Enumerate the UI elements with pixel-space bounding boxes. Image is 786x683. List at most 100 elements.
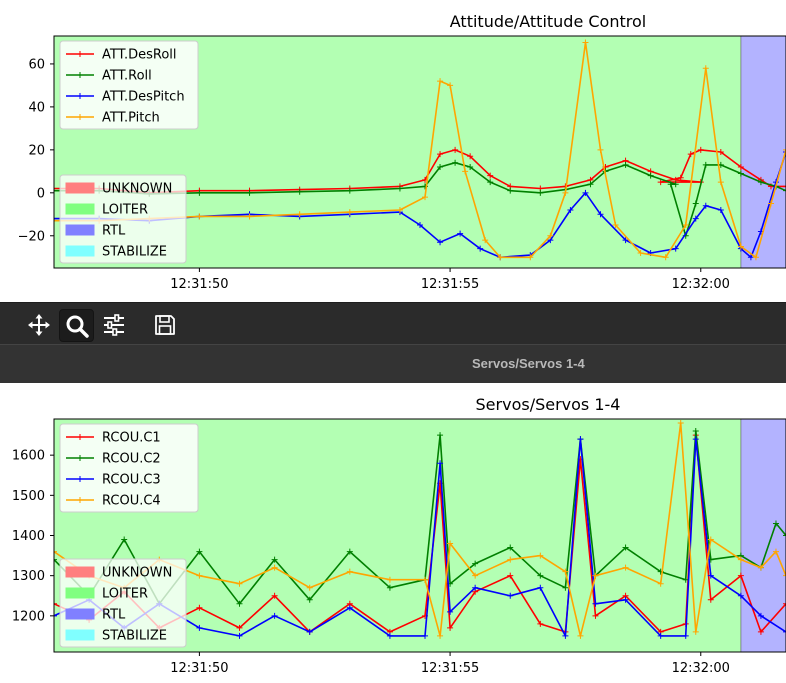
data-point	[236, 600, 243, 607]
data-point	[296, 211, 303, 218]
attitude-figure: Attitude/Attitude Control −20 0 20 40 60 12:31…	[0, 0, 786, 302]
x-tick-label: 12:31:55	[421, 277, 479, 292]
data-point	[346, 548, 353, 555]
mode-label: STABILIZE	[102, 245, 167, 260]
mode-label: LOITER	[102, 203, 148, 218]
data-point	[737, 164, 744, 171]
mode-swatch	[65, 224, 95, 236]
y-tick-label: −20	[18, 229, 45, 244]
data-point	[437, 632, 444, 639]
y-tick-label: 1300	[12, 569, 45, 584]
data-point	[757, 628, 764, 635]
data-point	[592, 572, 599, 579]
zoom-button[interactable]	[59, 309, 94, 342]
data-point	[692, 628, 699, 635]
data-point	[692, 200, 699, 207]
data-point	[196, 213, 203, 220]
data-point	[537, 189, 544, 196]
legend-label: RCOU.C2	[102, 452, 161, 467]
x-tick-label: 12:32:00	[672, 277, 730, 292]
data-point	[687, 151, 694, 158]
data-point	[682, 632, 689, 639]
data-point	[437, 151, 444, 158]
legend-label: ATT.Pitch	[102, 111, 160, 126]
data-point	[306, 584, 313, 591]
mode-swatch	[65, 203, 95, 215]
data-point	[717, 149, 724, 155]
data-point	[582, 39, 589, 46]
configure-button[interactable]	[97, 309, 131, 341]
data-point	[637, 249, 644, 256]
x-tick-label: 12:32:00	[672, 661, 730, 676]
subwindow-titlebar[interactable]: Servos/Servos 1-4	[0, 344, 786, 383]
data-point	[472, 560, 479, 567]
data-point	[54, 548, 57, 555]
x-tick-label: 12:31:50	[170, 277, 228, 292]
data-point	[747, 254, 754, 261]
data-point	[54, 215, 57, 222]
data-point	[507, 556, 514, 563]
data-point	[677, 174, 684, 181]
data-point	[306, 596, 313, 603]
data-point	[672, 245, 679, 252]
chart-title: Servos/Servos 1-4	[476, 395, 621, 414]
zoom-icon	[66, 315, 89, 338]
data-point	[767, 200, 774, 207]
data-point	[677, 420, 684, 427]
data-point	[346, 604, 353, 611]
plot-toolbar	[0, 302, 786, 345]
data-point	[271, 564, 278, 571]
data-point	[783, 146, 786, 153]
series-line	[54, 430, 786, 605]
save-button[interactable]	[148, 309, 182, 341]
data-point	[717, 207, 724, 213]
data-point	[271, 592, 278, 599]
data-point	[562, 632, 569, 639]
data-point	[497, 254, 504, 261]
y-tick-label: 1200	[12, 609, 45, 624]
data-point	[54, 612, 57, 619]
y-tick-label: 20	[28, 143, 45, 158]
data-point	[772, 520, 779, 527]
y-tick-label: 1500	[12, 489, 45, 504]
data-point	[567, 207, 574, 213]
data-point	[587, 181, 594, 188]
data-point	[196, 189, 203, 196]
data-point	[783, 532, 786, 539]
data-point	[346, 187, 353, 194]
data-point	[121, 536, 128, 543]
data-point	[757, 564, 764, 571]
data-point	[772, 548, 779, 555]
data-point	[562, 568, 569, 575]
data-point	[507, 544, 514, 551]
x-tick-label: 12:31:50	[170, 661, 228, 676]
mode-swatch	[65, 566, 95, 578]
data-point	[271, 556, 278, 563]
sliders-icon	[104, 314, 124, 336]
data-point	[622, 544, 629, 551]
data-point	[537, 584, 544, 591]
mode-swatch	[65, 182, 95, 194]
data-point	[386, 584, 393, 591]
data-point	[386, 576, 393, 583]
data-point	[783, 628, 786, 635]
data-point	[437, 239, 444, 246]
mode-label: UNKNOWN	[102, 566, 172, 581]
data-point	[737, 243, 744, 250]
mode-label: UNKNOWN	[102, 182, 172, 197]
mode-label: RTL	[102, 608, 126, 623]
data-point	[467, 164, 474, 171]
legend-label: RCOU.C4	[102, 494, 161, 509]
data-point	[462, 168, 469, 175]
data-point	[707, 536, 714, 543]
data-point	[196, 572, 203, 579]
pan-button[interactable]	[22, 309, 56, 341]
y-tick-label: 40	[28, 100, 45, 115]
data-point	[622, 237, 629, 244]
data-point	[757, 612, 764, 619]
data-point	[452, 159, 459, 166]
series-legend: RCOU.C1 RCOU.C2 RCOU.C3 RCOU.C4	[59, 423, 199, 513]
data-point	[196, 624, 203, 631]
move-icon	[28, 314, 50, 336]
data-point	[236, 632, 243, 639]
